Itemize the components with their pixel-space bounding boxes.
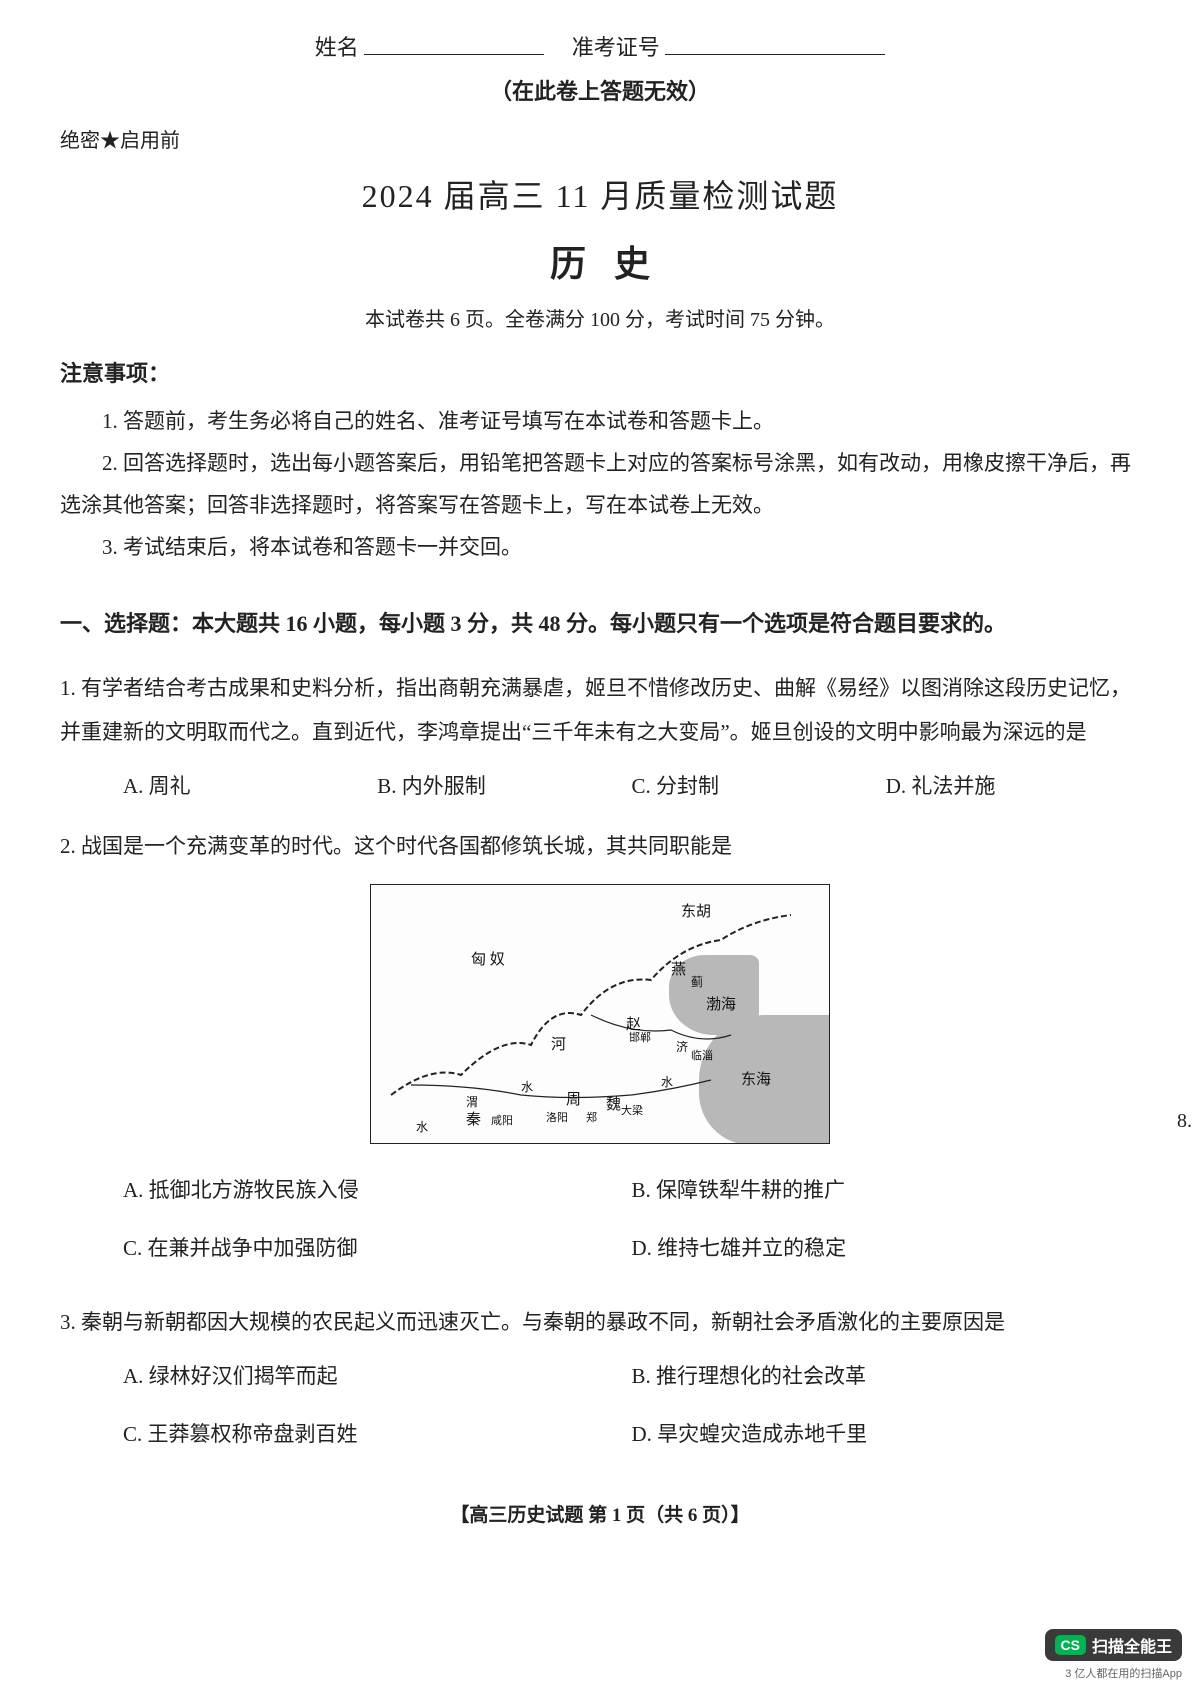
- instruction-item-3: 3. 考试结束后，将本试卷和答题卡一并交回。: [60, 526, 1140, 568]
- side-page-marker: 8.: [1177, 1110, 1192, 1133]
- q1-opt-c: C. 分封制: [632, 764, 886, 808]
- map-label-ji-city: 蓟: [691, 970, 703, 995]
- instructions-label: 注意事项：: [60, 356, 1140, 388]
- page-footer: 【高三历史试题 第 1 页（共 6 页）】: [60, 1500, 1140, 1527]
- exam-id-label: 准考证号: [572, 30, 660, 62]
- q1-stem: 1. 有学者结合考古成果和史料分析，指出商朝充满暴虐，姬旦不惜修改历史、曲解《易…: [60, 666, 1140, 754]
- q2-opt-a: A. 抵御北方游牧民族入侵: [123, 1168, 632, 1212]
- question-2: 2. 战国是一个充满变革的时代。这个时代各国都修筑长城，其共同职能是 匈 奴 东…: [60, 824, 1140, 1284]
- instruction-item-1: 1. 答题前，考生务必将自己的姓名、准考证号填写在本试卷和答题卡上。: [60, 400, 1140, 442]
- warring-states-map: 匈 奴 东胡 燕 蓟 渤海 东海 河 赵 邯郸 济 临淄 水 渭 秦 咸阳 周 …: [370, 884, 830, 1144]
- main-title: 2024 届高三 11 月质量检测试题: [60, 171, 1140, 217]
- instruction-item-2: 2. 回答选择题时，选出每小题答案后，用铅笔把答题卡上对应的答案标号涂黑，如有改…: [60, 442, 1140, 526]
- subject-title: 历史: [60, 235, 1140, 287]
- part1-header: 一、选择题：本大题共 16 小题，每小题 3 分，共 48 分。每小题只有一个选…: [60, 604, 1140, 644]
- q3-options: A. 绿林好汉们揭竿而起 B. 推行理想化的社会改革 C. 王莽篡权称帝盘剥百姓…: [60, 1354, 1140, 1470]
- watermark-badge: CS 扫描全能王: [1045, 1629, 1182, 1661]
- map-label-he: 河: [551, 1030, 566, 1062]
- map-label-linzi: 临淄: [691, 1045, 713, 1068]
- map-label-zhou: 周: [566, 1085, 581, 1117]
- scan-watermark: CS 扫描全能王 3 亿人都在用的扫描App: [1045, 1629, 1182, 1681]
- map-wrapper: 匈 奴 东胡 燕 蓟 渤海 东海 河 赵 邯郸 济 临淄 水 渭 秦 咸阳 周 …: [60, 884, 1140, 1144]
- map-label-shui1: 水: [521, 1075, 533, 1100]
- q3-opt-d: D. 旱灾蝗灾造成赤地千里: [632, 1412, 1141, 1456]
- map-label-qin: 秦: [466, 1105, 481, 1137]
- map-label-xianyang: 咸阳: [491, 1110, 513, 1133]
- q3-opt-a: A. 绿林好汉们揭竿而起: [123, 1354, 632, 1398]
- name-label: 姓名: [315, 30, 359, 62]
- q2-stem: 2. 战国是一个充满变革的时代。这个时代各国都修筑长城，其共同职能是: [60, 824, 1140, 868]
- map-label-zheng: 郑: [586, 1107, 597, 1130]
- instruction-list: 1. 答题前，考生务必将自己的姓名、准考证号填写在本试卷和答题卡上。 2. 回答…: [60, 400, 1140, 568]
- confidential-note: 绝密★启用前: [60, 124, 1140, 153]
- q2-options: A. 抵御北方游牧民族入侵 B. 保障铁犁牛耕的推广 C. 在兼并战争中加强防御…: [60, 1168, 1140, 1284]
- name-blank: [364, 33, 544, 55]
- map-label-handan: 邯郸: [629, 1027, 651, 1050]
- q3-opt-c: C. 王莽篡权称帝盘剥百姓: [123, 1412, 632, 1456]
- q3-opt-b: B. 推行理想化的社会改革: [632, 1354, 1141, 1398]
- q3-stem: 3. 秦朝与新朝都因大规模的农民起义而迅速灭亡。与秦朝的暴政不同，新朝社会矛盾激…: [60, 1300, 1140, 1344]
- watermark-app-name: 扫描全能王: [1092, 1633, 1172, 1657]
- map-label-wei-state: 魏: [606, 1090, 621, 1122]
- question-3: 3. 秦朝与新朝都因大规模的农民起义而迅速灭亡。与秦朝的暴政不同，新朝社会矛盾激…: [60, 1300, 1140, 1470]
- map-label-yan: 燕: [671, 955, 686, 987]
- map-label-shui2: 水: [661, 1070, 673, 1095]
- paper-meta: 本试卷共 6 页。全卷满分 100 分，考试时间 75 分钟。: [60, 303, 1140, 332]
- map-label-daliang: 大梁: [621, 1100, 643, 1123]
- map-label-xiongnu: 匈 奴: [471, 945, 505, 977]
- q1-opt-a: A. 周礼: [123, 764, 377, 808]
- map-label-bohai: 渤海: [706, 990, 736, 1022]
- exam-id-blank: [665, 33, 885, 55]
- q1-opt-d: D. 礼法并施: [886, 764, 1140, 808]
- map-label-luoyang: 洛阳: [546, 1107, 568, 1130]
- q1-options: A. 周礼 B. 内外服制 C. 分封制 D. 礼法并施: [60, 764, 1140, 808]
- map-label-donghu: 东胡: [681, 897, 711, 929]
- q2-opt-d: D. 维持七雄并立的稳定: [632, 1226, 1141, 1270]
- question-1: 1. 有学者结合考古成果和史料分析，指出商朝充满暴虐，姬旦不惜修改历史、曲解《易…: [60, 666, 1140, 808]
- q2-opt-c: C. 在兼并战争中加强防御: [123, 1226, 632, 1270]
- map-lines: [371, 885, 830, 1144]
- watermark-cs-icon: CS: [1055, 1635, 1086, 1655]
- q2-opt-b: B. 保障铁犁牛耕的推广: [632, 1168, 1141, 1212]
- map-label-ji: 济: [676, 1035, 688, 1060]
- header-name-line: 姓名 准考证号: [60, 30, 1140, 62]
- q1-opt-b: B. 内外服制: [377, 764, 631, 808]
- map-label-donghai: 东海: [741, 1065, 771, 1097]
- map-label-shui3: 水: [416, 1115, 428, 1140]
- invalid-notice: （在此卷上答题无效）: [60, 74, 1140, 106]
- watermark-subtext: 3 亿人都在用的扫描App: [1045, 1665, 1182, 1681]
